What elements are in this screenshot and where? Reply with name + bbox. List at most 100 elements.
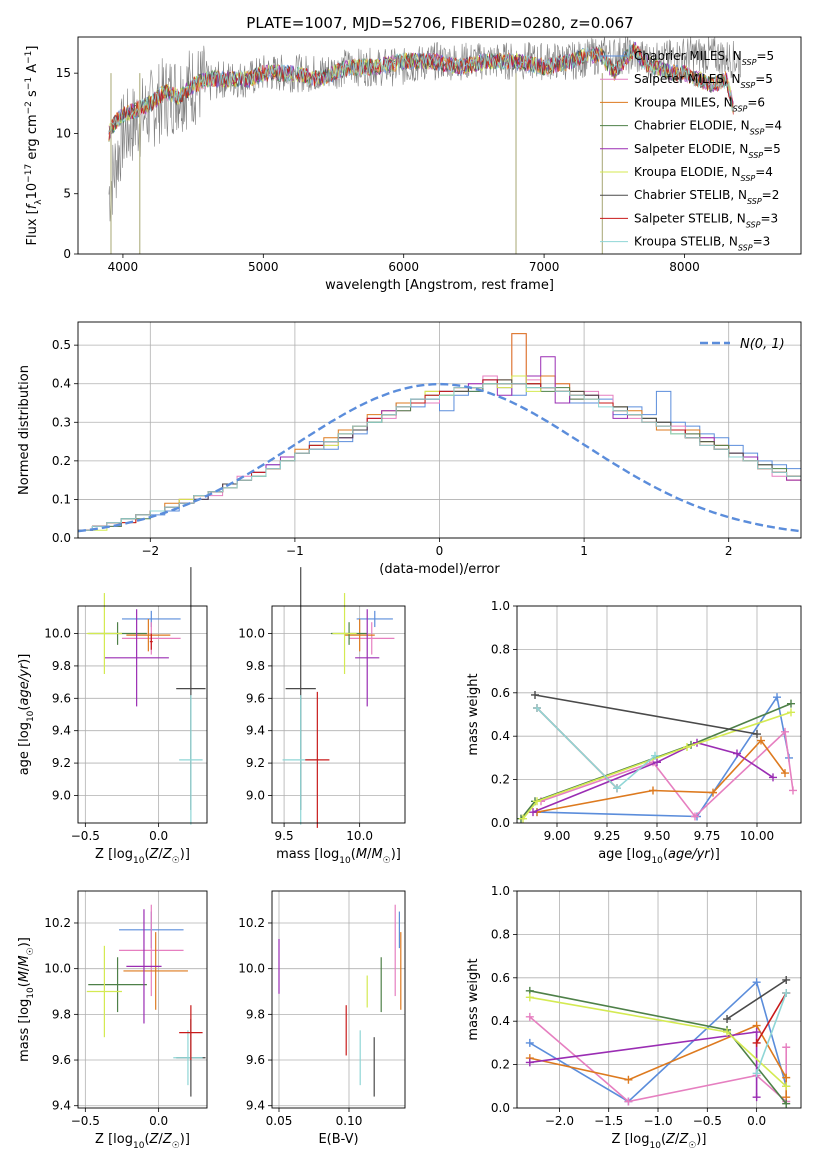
legend-subscript: SSP: [746, 220, 761, 229]
label-part: M: [17, 971, 32, 982]
weight-marker: [752, 1028, 761, 1037]
label-part: /: [158, 1132, 163, 1147]
tick-label-x: −1.0: [643, 1114, 672, 1128]
label-part: M: [371, 847, 382, 862]
label-part: −1: [24, 77, 34, 90]
y-axis-label: Flux [fλ10−17 erg cm−2 s−1 A−1]: [24, 46, 44, 246]
error-bar-point: [332, 593, 357, 675]
label-part: (: [144, 1132, 149, 1147]
label-part: Z: [149, 1132, 160, 1147]
tick-label-x: 10.00: [740, 829, 774, 843]
weight-marker: [782, 1073, 791, 1082]
weight-marker: [752, 1069, 761, 1078]
legend-text: Salpeter STELIB, N: [634, 211, 746, 225]
spectrum-panel: 4000 5000 6000 7000 8000 0 5 10 15 wavelength [An…: [24, 36, 802, 293]
tick-label-y: 0.1: [52, 492, 71, 506]
legend-value: =3: [760, 211, 778, 225]
weight-marker: [683, 743, 691, 752]
label-part: ]: [25, 46, 40, 51]
weight-marker: [782, 975, 791, 984]
legend-value: =4: [764, 119, 782, 133]
spectrum-plot-area: [108, 37, 741, 254]
label-part: )]: [391, 847, 401, 862]
error-bar-point: [179, 695, 203, 825]
label-part: )]: [17, 654, 32, 664]
label-part: /: [158, 847, 163, 862]
error-bar-point: [305, 691, 330, 828]
label-part: (: [17, 982, 32, 987]
axes-frame: [77, 36, 802, 255]
tick-label-x: −0.5: [71, 829, 100, 843]
label-part: Z [log: [95, 847, 133, 862]
tick-label-x: −1.5: [594, 1114, 623, 1128]
weight-marker: [773, 693, 781, 702]
tick-label-x: 9.5: [275, 829, 294, 843]
label-part: ☉: [383, 856, 391, 866]
tick-label-y: 9.6: [52, 691, 71, 705]
weight-marker: [624, 1097, 633, 1106]
histogram-step-line: [78, 383, 801, 538]
weight-line: [536, 707, 656, 790]
tick-label-y: 9.6: [52, 1053, 71, 1067]
x-axis-label: (data-model)/error: [379, 562, 500, 577]
figure-title: PLATE=1007, MJD=52706, FIBERID=0280, z=0…: [246, 14, 633, 32]
error-bar-point: [119, 904, 184, 997]
error-bar-point: [126, 909, 162, 1024]
x-axis-label: Z [log10(Z/Z☉)]: [612, 1132, 707, 1151]
gaussian-curve: [78, 382, 801, 533]
label-part: /: [17, 966, 32, 971]
x-axis-label: Z [log10(Z/Z☉)]: [95, 847, 190, 866]
tick-label-y: 9.4: [246, 724, 265, 738]
y-axis-label: mass weight: [466, 958, 481, 1040]
weight-marker: [624, 1075, 633, 1084]
label-part: (data-model)/error: [379, 562, 500, 577]
label-part: mass [log: [276, 847, 339, 862]
tick-label-y: 0.8: [491, 927, 510, 941]
tick-label-y: 1.0: [491, 599, 510, 613]
weight-marker: [653, 758, 661, 767]
tick-label-x: 9.75: [694, 829, 721, 843]
legend-value: =6: [747, 95, 765, 109]
weight-series: [537, 727, 797, 821]
tick-label-y: 10.2: [44, 916, 71, 930]
tick-label-y: 9.4: [52, 724, 71, 738]
tick-label-x: 4000: [108, 260, 139, 274]
weight-marker: [752, 1038, 761, 1047]
tick-label-y: 0.3: [52, 415, 71, 429]
label-part: age/yr: [668, 847, 711, 862]
axes-frame: [77, 605, 208, 824]
x-axis-label: mass [log10(M/M☉)]: [276, 847, 401, 866]
tick-label-x: 5000: [248, 260, 279, 274]
label-part: wavelength [Angstrom, rest frame]: [325, 278, 554, 293]
legend-text: Salpeter MILES, N: [634, 72, 741, 86]
label-part: 10: [651, 856, 663, 866]
weight-marker: [781, 769, 789, 778]
label-part: 10: [25, 183, 40, 200]
label-part: mass [log: [17, 999, 32, 1062]
label-part: (: [144, 847, 149, 862]
weight-marker: [787, 708, 795, 717]
weight-marker: [789, 786, 797, 795]
legend-value: =3: [753, 235, 771, 249]
label-part: −2: [24, 101, 34, 114]
tick-label-y: 0.2: [52, 454, 71, 468]
weight-line: [755, 992, 787, 1074]
label-part: )]: [710, 847, 720, 862]
weight-marker: [782, 1082, 791, 1091]
weight-marker: [613, 784, 621, 793]
weight-marker: [782, 1043, 791, 1052]
legend-label: Kroupa MILES, NSSP=6: [634, 95, 765, 113]
label-part: E(B-V): [318, 1132, 358, 1147]
legend-value: =5: [756, 49, 774, 63]
error-bar-point: [86, 945, 122, 1038]
age-vs-Z-panel: −0.5 0.09.09.29.49.69.810.0Z [log10(Z/Z☉)…: [17, 567, 208, 866]
weight-marker: [651, 751, 659, 760]
tick-label-y: 1.0: [491, 884, 510, 898]
tick-label-y: 9.2: [246, 756, 265, 770]
legend-label: Salpeter STELIB, NSSP=3: [634, 211, 778, 229]
weight-marker: [752, 978, 761, 987]
legend-label: Kroupa STELIB, NSSP=3: [634, 235, 770, 253]
residuals-panel: −2 −1 0 1 2 0.0 0.1 0.2 0.3 0.4 0.5 (data-model)/er…: [17, 321, 802, 577]
legend-value: =5: [755, 72, 773, 86]
